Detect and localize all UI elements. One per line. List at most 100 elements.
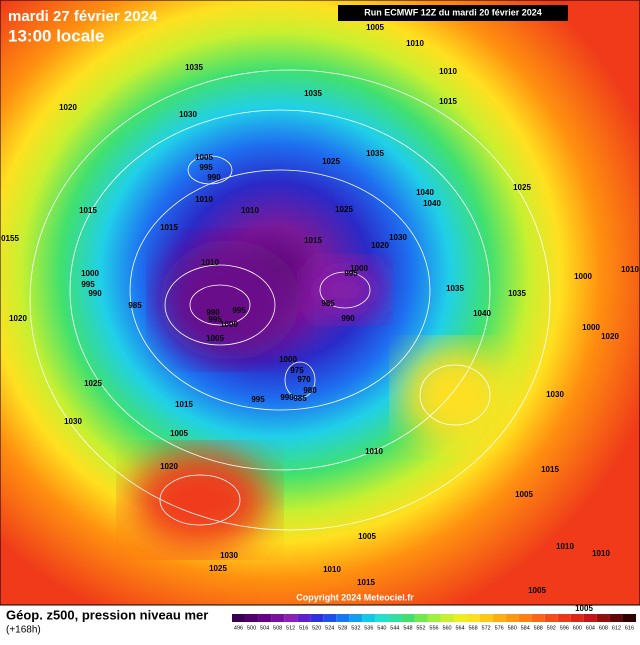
scale-swatch [349, 614, 363, 622]
scale-swatch [362, 614, 376, 622]
pressure-label: 990 [341, 314, 355, 323]
run-box [338, 5, 568, 21]
pressure-label: 995 [199, 163, 213, 172]
scale-swatch [544, 614, 558, 622]
pressure-label: 1020 [371, 241, 389, 250]
scale-swatch [245, 614, 259, 622]
scale-swatch [401, 614, 415, 622]
title: mardi 27 février 2024 [8, 8, 158, 25]
scale-swatch [440, 614, 454, 622]
pressure-label: 1005 [195, 153, 213, 162]
map-frame [0, 0, 640, 606]
pressure-label: 985 [128, 301, 142, 310]
pressure-label: 1010 [323, 565, 341, 574]
scale-label: 528 [338, 625, 347, 631]
scale-swatch [414, 614, 428, 622]
pressure-label: 1005 [575, 604, 593, 613]
pressure-label: 1010 [406, 39, 424, 48]
scale-label: 552 [416, 625, 425, 631]
pressure-label: 1030 [546, 390, 564, 399]
scale-swatch [375, 614, 389, 622]
lead-time: (+168h) [6, 625, 41, 636]
pressure-label: 1025 [322, 157, 340, 166]
pressure-label: 1015 [357, 578, 375, 587]
scale-swatch [596, 614, 610, 622]
scale-label: 500 [247, 625, 256, 631]
scale-label: 560 [442, 625, 451, 631]
pressure-label: 970 [297, 375, 311, 384]
scale-label: 496 [234, 625, 243, 631]
pressure-label: 1010 [621, 265, 639, 274]
scale-label: 580 [508, 625, 517, 631]
scale-label: 532 [351, 625, 360, 631]
pressure-label: 975 [290, 366, 304, 375]
scale-label: 504 [260, 625, 269, 631]
scale-swatch [310, 614, 324, 622]
scale-label: 584 [521, 625, 530, 631]
scale-swatch [466, 614, 480, 622]
scale-swatch [453, 614, 467, 622]
pressure-label: 1020 [9, 314, 27, 323]
pressure-label: 1000 [350, 264, 368, 273]
pressure-label: 1025 [335, 205, 353, 214]
pressure-label: 1030 [64, 417, 82, 426]
warm-blob [400, 345, 510, 445]
pressure-label: 1005 [366, 23, 384, 32]
pressure-label: 1035 [366, 149, 384, 158]
cold-core [305, 260, 385, 320]
pressure-label: 1015 [541, 465, 559, 474]
pressure-label: 1015 [304, 236, 322, 245]
scale-label: 616 [625, 625, 634, 631]
pressure-label: 0155 [1, 234, 19, 243]
pressure-label: 995 [251, 395, 265, 404]
pressure-label: 1010 [195, 195, 213, 204]
pressure-label: 1020 [160, 462, 178, 471]
pressure-label: 990 [206, 308, 220, 317]
cold-core [160, 240, 300, 360]
pressure-label: 1030 [389, 233, 407, 242]
scale-label: 592 [547, 625, 556, 631]
scale-label: 596 [560, 625, 569, 631]
pressure-label: 1025 [513, 183, 531, 192]
pressure-label: 995 [81, 280, 95, 289]
pressure-label: 1015 [439, 97, 457, 106]
pressure-label: 980 [303, 386, 317, 395]
pressure-label: 1010 [365, 447, 383, 456]
scale-swatch [258, 614, 272, 622]
pressure-label: 1005 [528, 586, 546, 595]
pressure-label: 1010 [241, 206, 259, 215]
scale-swatch [271, 614, 285, 622]
copyright: Copyright 2024 Meteociel.fr [296, 592, 414, 602]
pressure-label: 1020 [601, 332, 619, 341]
scale-label: 524 [325, 625, 334, 631]
pressure-label: 1005 [206, 334, 224, 343]
pressure-label: 995 [208, 315, 222, 324]
warm-blob [130, 450, 270, 550]
scale-swatch [297, 614, 311, 622]
pressure-label: 1015 [160, 223, 178, 232]
scale-swatch [336, 614, 350, 622]
pressure-label: 1000 [574, 272, 592, 281]
scale-swatch [479, 614, 493, 622]
pressure-label: 1005 [358, 532, 376, 541]
pressure-label: 1030 [220, 551, 238, 560]
scale-label: 564 [455, 625, 464, 631]
scale-swatch [505, 614, 519, 622]
pressure-label: 1035 [508, 289, 526, 298]
pressure-label: 1000 [220, 320, 238, 329]
scale-label: 604 [586, 625, 595, 631]
scale-label: 520 [312, 625, 321, 631]
scale-swatch [427, 614, 441, 622]
pressure-label: 1000 [582, 323, 600, 332]
scale-label: 572 [482, 625, 491, 631]
scale-swatch [492, 614, 506, 622]
pressure-label: 1030 [179, 110, 197, 119]
isobars [29, 69, 551, 531]
scale-swatch [557, 614, 571, 622]
subtitle: 13:00 locale [8, 26, 104, 45]
scale-swatch [518, 614, 532, 622]
pressure-label: 1010 [556, 542, 574, 551]
pressure-label: 990 [280, 393, 294, 402]
